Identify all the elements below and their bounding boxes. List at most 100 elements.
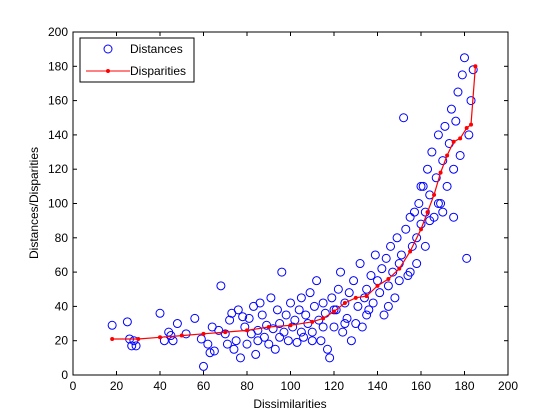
distance-point	[286, 298, 295, 308]
distance-point	[127, 341, 137, 351]
y-tick-label: 20	[55, 334, 69, 348]
distance-point	[329, 322, 339, 332]
y-tick-label: 140	[48, 128, 68, 142]
distance-point	[327, 293, 337, 303]
distance-point	[235, 353, 245, 363]
distance-point	[438, 207, 448, 217]
distance-point	[390, 293, 400, 303]
distance-point	[425, 216, 435, 226]
disparity-point	[342, 300, 347, 305]
distance-point	[257, 310, 267, 320]
distance-point	[386, 241, 396, 251]
disparity-point	[364, 294, 369, 299]
distance-point	[431, 173, 441, 183]
distance-point	[381, 253, 391, 263]
disparity-point	[353, 295, 358, 300]
y-tick-label: 0	[61, 368, 68, 382]
legend-disparities-marker	[106, 69, 110, 73]
distance-point	[238, 312, 248, 322]
distance-point	[453, 87, 463, 97]
distance-point	[433, 130, 443, 140]
disparity-point	[425, 210, 430, 215]
y-axis-label: Distances/Disparities	[27, 147, 41, 259]
distance-point	[338, 327, 348, 337]
distance-point	[264, 339, 274, 349]
distance-point	[357, 322, 367, 332]
distance-point	[451, 116, 461, 126]
distance-point	[409, 207, 419, 217]
distance-point	[296, 293, 306, 303]
distance-point	[449, 164, 459, 174]
distance-point	[392, 233, 402, 243]
disparity-point	[136, 336, 141, 341]
disparity-point	[310, 319, 315, 324]
distance-point	[460, 53, 469, 63]
legend: Distances Disparities	[79, 37, 195, 83]
disparity-point	[469, 122, 474, 127]
distance-point	[155, 308, 165, 318]
disparity-point	[223, 330, 228, 335]
distance-point	[225, 315, 235, 325]
distance-point	[220, 329, 230, 339]
distance-point	[122, 317, 132, 327]
disparity-point	[201, 331, 206, 336]
distance-point	[436, 199, 446, 208]
distance-point	[242, 339, 252, 349]
distance-point	[272, 305, 282, 315]
y-tick-label: 60	[55, 265, 69, 279]
distance-point	[209, 346, 219, 356]
distance-point	[316, 336, 326, 346]
x-tick-label: 0	[70, 379, 77, 393]
distance-point	[244, 313, 254, 323]
disparity-point	[332, 309, 336, 314]
distance-point	[468, 65, 478, 75]
distance-point	[455, 150, 465, 160]
distance-point	[318, 298, 328, 308]
y-tick-label: 200	[48, 25, 68, 39]
y-tick-label: 80	[55, 231, 69, 245]
distance-point	[253, 325, 263, 335]
distance-point	[190, 313, 200, 323]
distance-point	[446, 104, 456, 114]
distance-point	[288, 322, 298, 332]
distance-point	[412, 233, 422, 243]
x-axis: 0 20 40 60 80 100 120 140 160 180 200	[70, 32, 518, 393]
x-axis-label: Dissimilarities	[253, 397, 326, 411]
distance-point	[333, 284, 343, 294]
distance-point	[299, 332, 309, 342]
disparity-point	[408, 249, 413, 254]
distance-point	[414, 199, 424, 208]
distance-point	[342, 313, 352, 323]
distance-point	[349, 276, 359, 286]
y-tick-label: 180	[48, 59, 68, 73]
y-tick-label: 100	[48, 197, 68, 211]
distance-point	[464, 130, 474, 140]
disparity-point	[419, 227, 423, 232]
distance-point	[294, 305, 304, 315]
distance-point	[368, 298, 378, 308]
distance-point	[340, 319, 350, 329]
disparity-point	[397, 266, 402, 271]
distance-point	[216, 281, 226, 291]
distance-point	[318, 322, 328, 332]
distances-series	[107, 53, 478, 371]
distance-point	[383, 301, 393, 311]
distance-point	[275, 332, 285, 342]
x-tick-label: 160	[411, 379, 431, 393]
distance-point	[362, 284, 372, 294]
distance-point	[353, 301, 363, 311]
distance-point	[375, 288, 385, 298]
legend-distances-label: Distances	[130, 42, 183, 56]
distance-point	[344, 288, 354, 298]
distance-point	[301, 310, 311, 320]
legend-distances-marker	[103, 44, 113, 54]
disparity-point	[473, 64, 478, 69]
distance-point	[355, 259, 365, 269]
distance-point	[399, 113, 409, 123]
distance-point	[388, 267, 398, 277]
x-tick-label: 40	[153, 379, 167, 393]
distance-point	[131, 341, 141, 351]
distance-point	[433, 199, 443, 208]
y-axis: 0 20 40 60 80 100 120 140 160 180 200	[48, 25, 508, 382]
distance-point	[370, 250, 380, 260]
